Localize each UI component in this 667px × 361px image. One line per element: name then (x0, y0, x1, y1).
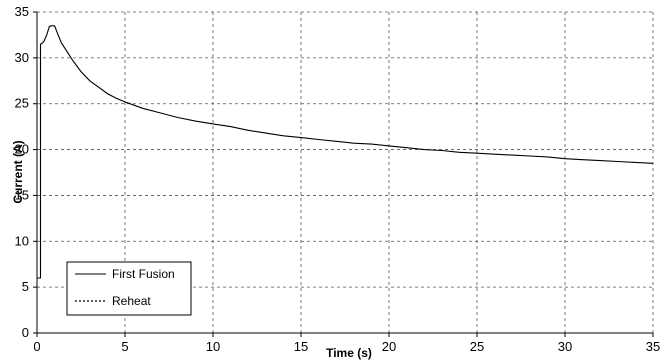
x-axis-title: Time (s) (326, 346, 372, 360)
grid-lines (37, 11, 654, 333)
tick-labels: 0 5 10 15 20 25 30 35 0 5 10 15 20 25 30 35 (15, 4, 661, 354)
x-tick-label-25: 25 (470, 339, 484, 354)
tick-marks (33, 11, 654, 337)
x-tick-label-5: 5 (121, 339, 128, 354)
legend-label-reheat: Reheat (112, 294, 151, 308)
legend-box (66, 261, 192, 316)
series-layer (37, 25, 654, 279)
legend-label-first-fusion: First Fusion (112, 267, 175, 281)
x-tick-label-0: 0 (33, 339, 40, 354)
series-line-0 (37, 25, 654, 279)
y-tick-label-5: 5 (22, 279, 29, 294)
x-tick-label-30: 30 (558, 339, 572, 354)
x-tick-label-10: 10 (206, 339, 220, 354)
axes (36, 12, 653, 334)
y-tick-label-0: 0 (22, 325, 29, 340)
x-tick-label-20: 20 (382, 339, 396, 354)
y-tick-label-25: 25 (15, 96, 29, 111)
x-tick-label-15: 15 (294, 339, 308, 354)
y-axis-title: Current (A) (11, 140, 25, 203)
y-tick-label-10: 10 (15, 233, 29, 248)
y-tick-label-20: 20 (15, 142, 29, 157)
y-tick-label-30: 30 (15, 50, 29, 65)
y-tick-label-15: 15 (15, 187, 29, 202)
y-tick-label-35: 35 (15, 4, 29, 19)
legend: First Fusion Reheat (66, 261, 192, 316)
x-tick-label-35: 35 (646, 339, 660, 354)
